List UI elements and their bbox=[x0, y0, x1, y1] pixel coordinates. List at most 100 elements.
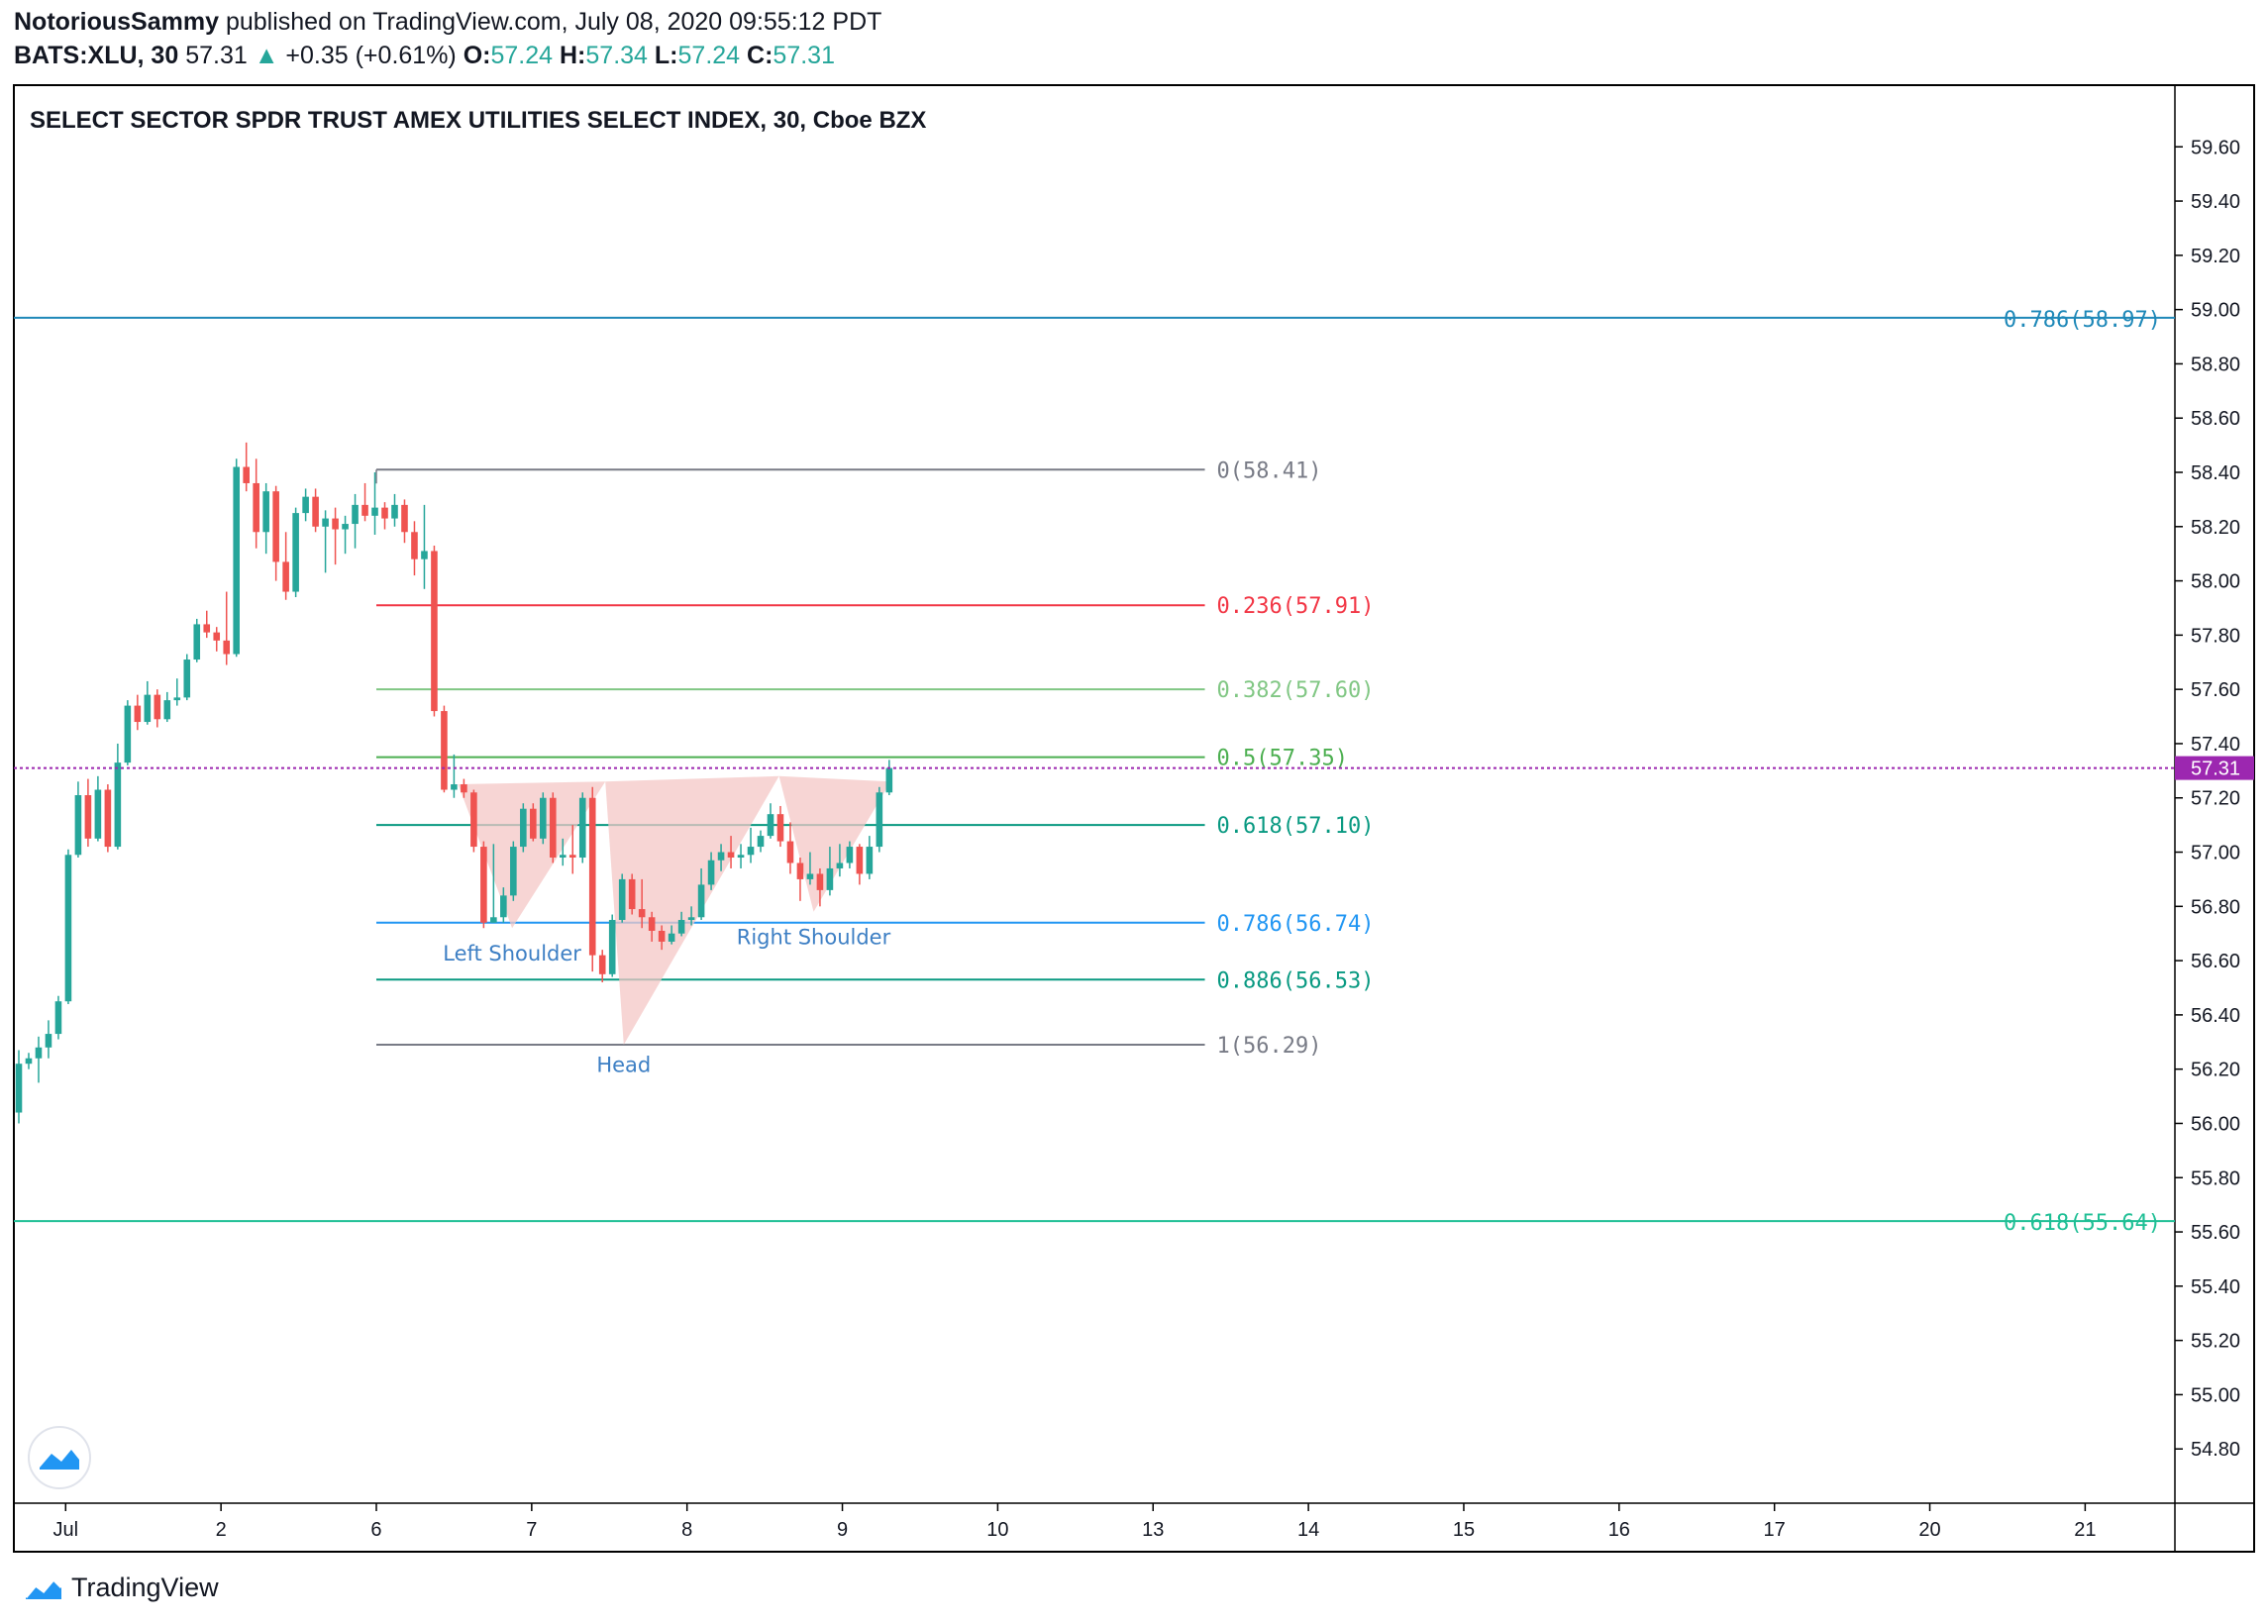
pattern-triangle bbox=[778, 775, 891, 912]
candle-body bbox=[371, 507, 378, 516]
candle-body bbox=[866, 847, 874, 874]
x-tick-label: 14 bbox=[1297, 1519, 1319, 1541]
candle-body bbox=[411, 532, 418, 559]
y-tick-label: 55.20 bbox=[2191, 1331, 2240, 1353]
candle-body bbox=[401, 504, 408, 533]
candle-body bbox=[173, 697, 181, 701]
x-tick-label: 15 bbox=[1453, 1519, 1475, 1541]
x-tick-label: 16 bbox=[1608, 1519, 1630, 1541]
candle-body bbox=[510, 847, 517, 896]
candle-body bbox=[717, 852, 725, 861]
candle-body bbox=[648, 917, 656, 931]
candle-body bbox=[461, 784, 467, 793]
candle-body bbox=[757, 836, 765, 848]
low-value: 57.24 bbox=[677, 42, 741, 69]
candle-body bbox=[598, 955, 606, 974]
y-tick-label: 56.40 bbox=[2191, 1005, 2240, 1027]
candle-body bbox=[35, 1047, 43, 1059]
y-tick-label: 58.20 bbox=[2191, 517, 2240, 539]
high-value: 57.34 bbox=[585, 42, 648, 69]
y-tick-label: 59.00 bbox=[2191, 300, 2240, 322]
y-tick-label: 56.80 bbox=[2191, 896, 2240, 918]
x-tick-label: Jul bbox=[52, 1519, 78, 1541]
tradingview-logo-icon bbox=[24, 1576, 63, 1599]
candle-body bbox=[94, 789, 102, 839]
candle-body bbox=[352, 504, 359, 525]
x-tick-label: 17 bbox=[1764, 1519, 1786, 1541]
pattern-triangle bbox=[458, 781, 606, 929]
candle-body bbox=[272, 491, 279, 562]
author-name[interactable]: NotoriousSammy bbox=[14, 8, 219, 36]
y-tick-label: 57.40 bbox=[2191, 734, 2240, 756]
candle-body bbox=[470, 792, 477, 848]
x-tick-label: 21 bbox=[2074, 1519, 2096, 1541]
candle-body bbox=[747, 847, 755, 856]
fib-level-label: 0(58.41) bbox=[1217, 458, 1322, 483]
high-label: H: bbox=[560, 42, 586, 69]
pattern-label: Right Shoulder bbox=[737, 926, 891, 950]
chart-frame bbox=[13, 84, 2255, 1553]
candle-body bbox=[322, 518, 329, 527]
candle-body bbox=[885, 767, 893, 793]
candle-body bbox=[282, 561, 289, 592]
candle-body bbox=[451, 784, 458, 790]
candle-body bbox=[520, 808, 527, 848]
candle-body bbox=[431, 551, 438, 712]
candle-body bbox=[707, 860, 715, 885]
candle-body bbox=[876, 792, 883, 848]
candle-body bbox=[796, 863, 804, 879]
y-tick-label: 56.60 bbox=[2191, 951, 2240, 972]
publish-info: NotoriousSammy published on TradingView.… bbox=[14, 8, 881, 37]
extended-fib-label: 0.618(55.64) bbox=[2004, 1211, 2161, 1236]
y-tick-label: 55.00 bbox=[2191, 1384, 2240, 1406]
candle-body bbox=[816, 873, 824, 890]
candle-body bbox=[292, 513, 299, 592]
tradingview-watermark-button[interactable] bbox=[28, 1426, 91, 1489]
candle-body bbox=[25, 1058, 33, 1065]
x-tick-label: 8 bbox=[681, 1519, 692, 1541]
footer-brand-text: TradingView bbox=[71, 1573, 219, 1602]
y-tick-label: 59.40 bbox=[2191, 191, 2240, 213]
x-tick-label: 10 bbox=[986, 1519, 1008, 1541]
y-tick-label: 57.60 bbox=[2191, 679, 2240, 701]
footer-branding: TradingView bbox=[24, 1573, 219, 1603]
fib-level-label: 0.5(57.35) bbox=[1217, 747, 1348, 771]
y-tick-label: 58.40 bbox=[2191, 462, 2240, 484]
pattern-label: Head bbox=[596, 1053, 651, 1076]
pattern-label: Left Shoulder bbox=[443, 942, 581, 965]
candle-body bbox=[846, 847, 854, 863]
candle-body bbox=[213, 632, 221, 641]
candle-body bbox=[74, 795, 82, 856]
candle-body bbox=[262, 491, 269, 533]
x-tick-label: 7 bbox=[526, 1519, 537, 1541]
candle-body bbox=[540, 797, 547, 839]
watermark-logo-icon bbox=[40, 1450, 79, 1470]
candle-body bbox=[342, 524, 349, 530]
watermark-circle bbox=[28, 1426, 91, 1489]
candle-body bbox=[134, 705, 142, 723]
candle-body bbox=[668, 933, 675, 942]
candle-body bbox=[767, 814, 774, 837]
published-text: published on TradingView.com, July 08, 2… bbox=[225, 8, 882, 36]
y-tick-label: 56.20 bbox=[2191, 1060, 2240, 1081]
current-price-badge bbox=[2175, 756, 2254, 780]
candle-body bbox=[786, 841, 794, 863]
y-tick-label: 55.40 bbox=[2191, 1276, 2240, 1298]
symbol-label: BATS:XLU, 30 bbox=[14, 42, 179, 69]
ohlc-legend: BATS:XLU, 30 57.31 ▲ +0.35 (+0.61%) O:57… bbox=[14, 42, 835, 70]
candle-body bbox=[776, 814, 784, 842]
candle-body bbox=[677, 920, 685, 934]
y-tick-label: 54.80 bbox=[2191, 1439, 2240, 1461]
fib-level-label: 0.236(57.91) bbox=[1217, 594, 1375, 619]
candle-body bbox=[727, 852, 735, 859]
candle-body bbox=[697, 884, 705, 918]
candle-body bbox=[193, 624, 201, 660]
y-tick-label: 56.00 bbox=[2191, 1113, 2240, 1135]
candle-body bbox=[687, 917, 695, 921]
y-tick-label: 58.60 bbox=[2191, 408, 2240, 430]
candle-body bbox=[104, 789, 112, 848]
candle-body bbox=[154, 694, 161, 720]
candle-body bbox=[618, 878, 626, 921]
candle-body bbox=[114, 762, 122, 848]
